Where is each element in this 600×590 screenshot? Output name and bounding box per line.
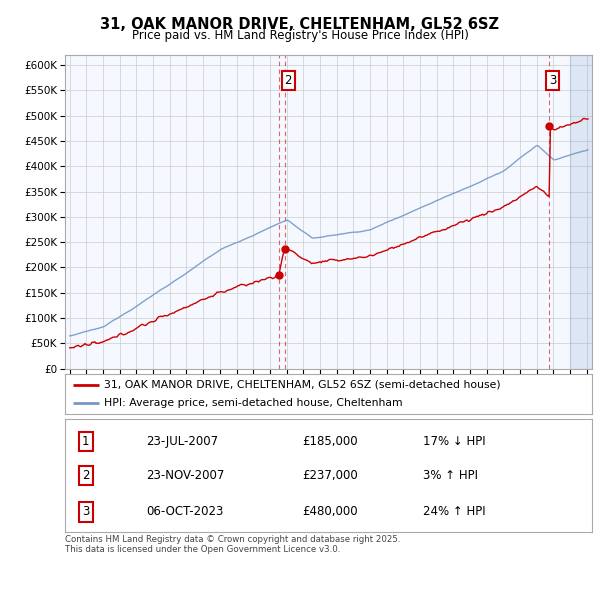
Text: 3% ↑ HPI: 3% ↑ HPI	[423, 469, 478, 482]
Text: 2: 2	[82, 469, 89, 482]
Bar	[570, 55, 600, 369]
Text: Contains HM Land Registry data © Crown copyright and database right 2025.: Contains HM Land Registry data © Crown c…	[65, 535, 400, 544]
Text: £480,000: £480,000	[302, 505, 358, 518]
Text: HPI: Average price, semi-detached house, Cheltenham: HPI: Average price, semi-detached house,…	[104, 398, 403, 408]
Text: 23-JUL-2007: 23-JUL-2007	[146, 435, 218, 448]
Text: 31, OAK MANOR DRIVE, CHELTENHAM, GL52 6SZ: 31, OAK MANOR DRIVE, CHELTENHAM, GL52 6S…	[101, 17, 499, 31]
Text: Price paid vs. HM Land Registry's House Price Index (HPI): Price paid vs. HM Land Registry's House …	[131, 30, 469, 42]
Text: 2: 2	[284, 74, 292, 87]
Text: This data is licensed under the Open Government Licence v3.0.: This data is licensed under the Open Gov…	[65, 545, 340, 554]
Text: 3: 3	[549, 74, 556, 87]
Text: 23-NOV-2007: 23-NOV-2007	[146, 469, 225, 482]
Text: 24% ↑ HPI: 24% ↑ HPI	[423, 505, 485, 518]
Text: 06-OCT-2023: 06-OCT-2023	[146, 505, 224, 518]
Text: 31, OAK MANOR DRIVE, CHELTENHAM, GL52 6SZ (semi-detached house): 31, OAK MANOR DRIVE, CHELTENHAM, GL52 6S…	[104, 380, 501, 390]
Text: 1: 1	[82, 435, 89, 448]
Text: 17% ↓ HPI: 17% ↓ HPI	[423, 435, 485, 448]
Text: £237,000: £237,000	[302, 469, 358, 482]
Text: £185,000: £185,000	[302, 435, 358, 448]
Bar	[570, 55, 600, 369]
Text: 3: 3	[82, 505, 89, 518]
